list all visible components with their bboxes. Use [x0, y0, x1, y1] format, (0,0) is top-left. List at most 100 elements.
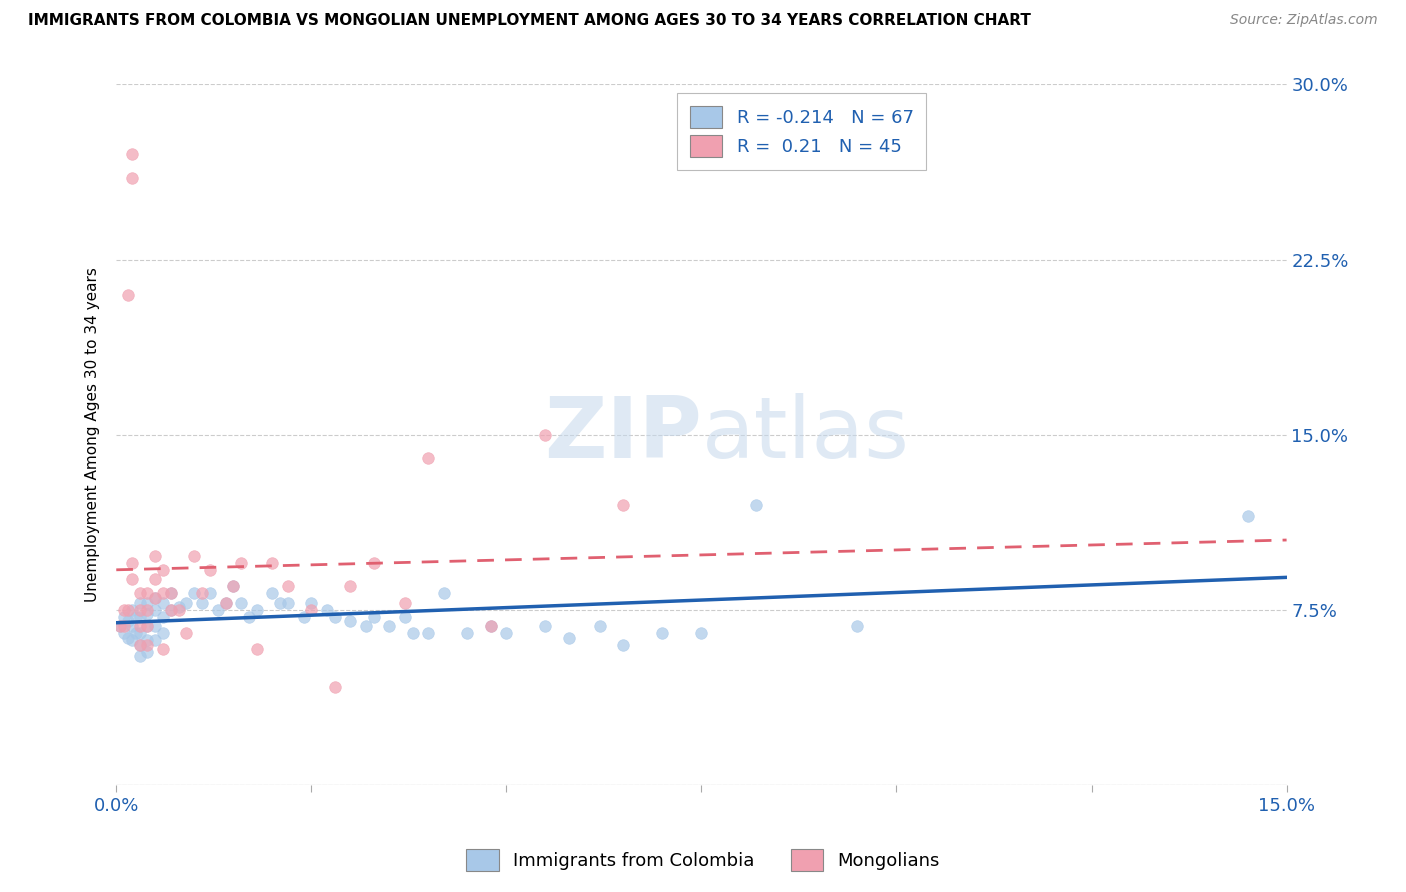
Point: [112, 626, 135, 640]
Point: [117, 602, 139, 616]
Point: [323, 609, 346, 624]
Point: [136, 619, 159, 633]
Point: [117, 615, 139, 629]
Point: [277, 579, 299, 593]
Point: [108, 619, 131, 633]
Point: [121, 633, 143, 648]
Point: [191, 586, 214, 600]
Point: [354, 619, 377, 633]
Point: [191, 596, 214, 610]
Point: [143, 591, 166, 605]
Point: [128, 638, 150, 652]
Point: [121, 556, 143, 570]
Point: [394, 609, 416, 624]
Point: [136, 607, 159, 622]
Point: [299, 596, 322, 610]
Point: [128, 649, 150, 664]
Point: [136, 596, 159, 610]
Point: [121, 619, 143, 633]
Point: [152, 563, 174, 577]
Point: [277, 596, 299, 610]
Point: [418, 450, 440, 465]
Point: [222, 579, 245, 593]
Point: [246, 642, 269, 657]
Legend: Immigrants from Colombia, Mongolians: Immigrants from Colombia, Mongolians: [458, 842, 948, 879]
Point: [152, 642, 174, 657]
Point: [128, 638, 150, 652]
Point: [222, 579, 245, 593]
Point: [160, 586, 183, 600]
Point: [495, 626, 517, 640]
Point: [143, 602, 166, 616]
Point: [121, 147, 143, 161]
Point: [143, 619, 166, 633]
Point: [479, 619, 502, 633]
Point: [589, 619, 612, 633]
Point: [167, 602, 190, 616]
Point: [125, 626, 148, 640]
Y-axis label: Unemployment Among Ages 30 to 34 years: Unemployment Among Ages 30 to 34 years: [86, 268, 100, 602]
Point: [128, 626, 150, 640]
Point: [534, 427, 557, 442]
Point: [143, 572, 166, 586]
Point: [456, 626, 478, 640]
Point: [479, 619, 502, 633]
Point: [198, 563, 221, 577]
Text: IMMIGRANTS FROM COLOMBIA VS MONGOLIAN UNEMPLOYMENT AMONG AGES 30 TO 34 YEARS COR: IMMIGRANTS FROM COLOMBIA VS MONGOLIAN UN…: [28, 13, 1031, 29]
Point: [160, 602, 183, 616]
Point: [117, 287, 139, 301]
Point: [198, 586, 221, 600]
Point: [612, 638, 634, 652]
Point: [136, 586, 159, 600]
Point: [128, 609, 150, 624]
Point: [229, 556, 252, 570]
Point: [136, 633, 159, 648]
Point: [128, 602, 150, 616]
Legend: R = -0.214   N = 67, R =  0.21   N = 45: R = -0.214 N = 67, R = 0.21 N = 45: [678, 94, 927, 170]
Text: atlas: atlas: [702, 393, 910, 476]
Point: [136, 619, 159, 633]
Point: [152, 609, 174, 624]
Point: [262, 556, 284, 570]
Point: [152, 586, 174, 600]
Point: [363, 609, 385, 624]
Point: [534, 619, 557, 633]
Point: [183, 549, 205, 563]
Point: [558, 631, 581, 645]
Point: [152, 626, 174, 640]
Point: [402, 626, 425, 640]
Point: [363, 556, 385, 570]
Point: [136, 638, 159, 652]
Point: [176, 626, 198, 640]
Point: [143, 549, 166, 563]
Point: [378, 619, 401, 633]
Point: [143, 633, 166, 648]
Point: [117, 631, 139, 645]
Point: [176, 596, 198, 610]
Point: [121, 170, 143, 185]
Point: [339, 579, 361, 593]
Point: [143, 591, 166, 605]
Point: [418, 626, 440, 640]
Point: [183, 586, 205, 600]
Point: [121, 572, 143, 586]
Point: [316, 602, 339, 616]
Point: [651, 626, 673, 640]
Point: [262, 586, 284, 600]
Point: [229, 596, 252, 610]
Point: [112, 619, 135, 633]
Point: [394, 596, 416, 610]
Point: [136, 645, 159, 659]
Point: [846, 619, 869, 633]
Point: [1236, 509, 1258, 524]
Point: [136, 602, 159, 616]
Point: [160, 602, 183, 616]
Point: [323, 680, 346, 694]
Point: [112, 609, 135, 624]
Point: [269, 596, 291, 610]
Point: [125, 609, 148, 624]
Point: [152, 596, 174, 610]
Point: [690, 626, 713, 640]
Point: [128, 596, 150, 610]
Point: [167, 600, 190, 615]
